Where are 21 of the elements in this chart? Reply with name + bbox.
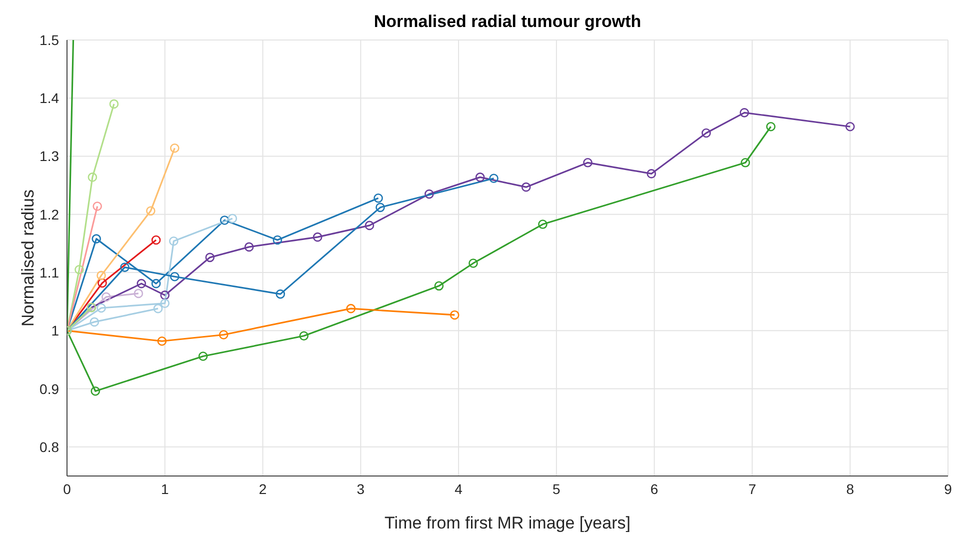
x-tick-label: 4 bbox=[454, 480, 463, 497]
y-tick-label: 1.4 bbox=[40, 90, 60, 106]
x-tick-label: 3 bbox=[356, 480, 365, 497]
y-axis-title: Normalised radius bbox=[18, 190, 38, 326]
y-tick-label: 1.2 bbox=[40, 206, 60, 222]
x-tick-label: 1 bbox=[160, 480, 169, 497]
y-tick-label: 0.8 bbox=[40, 438, 60, 455]
x-tick-label: 0 bbox=[63, 480, 72, 497]
y-tick-label: 1.5 bbox=[40, 32, 60, 48]
y-tick-label: 1 bbox=[51, 322, 60, 339]
chart-title: Normalised radial tumour growth bbox=[372, 11, 642, 33]
x-tick-label: 6 bbox=[650, 480, 658, 497]
x-tick-label: 8 bbox=[846, 480, 854, 497]
x-tick-label: 7 bbox=[748, 480, 756, 497]
y-tick-label: 1.3 bbox=[40, 148, 60, 164]
x-tick-label: 5 bbox=[552, 480, 561, 497]
y-tick-label: 1.1 bbox=[40, 264, 60, 281]
x-tick-label: 2 bbox=[258, 480, 267, 497]
x-axis-title: Time from first MR image [years] bbox=[384, 514, 630, 532]
y-tick-label: 0.9 bbox=[40, 380, 60, 397]
x-tick-label: 9 bbox=[944, 480, 952, 497]
